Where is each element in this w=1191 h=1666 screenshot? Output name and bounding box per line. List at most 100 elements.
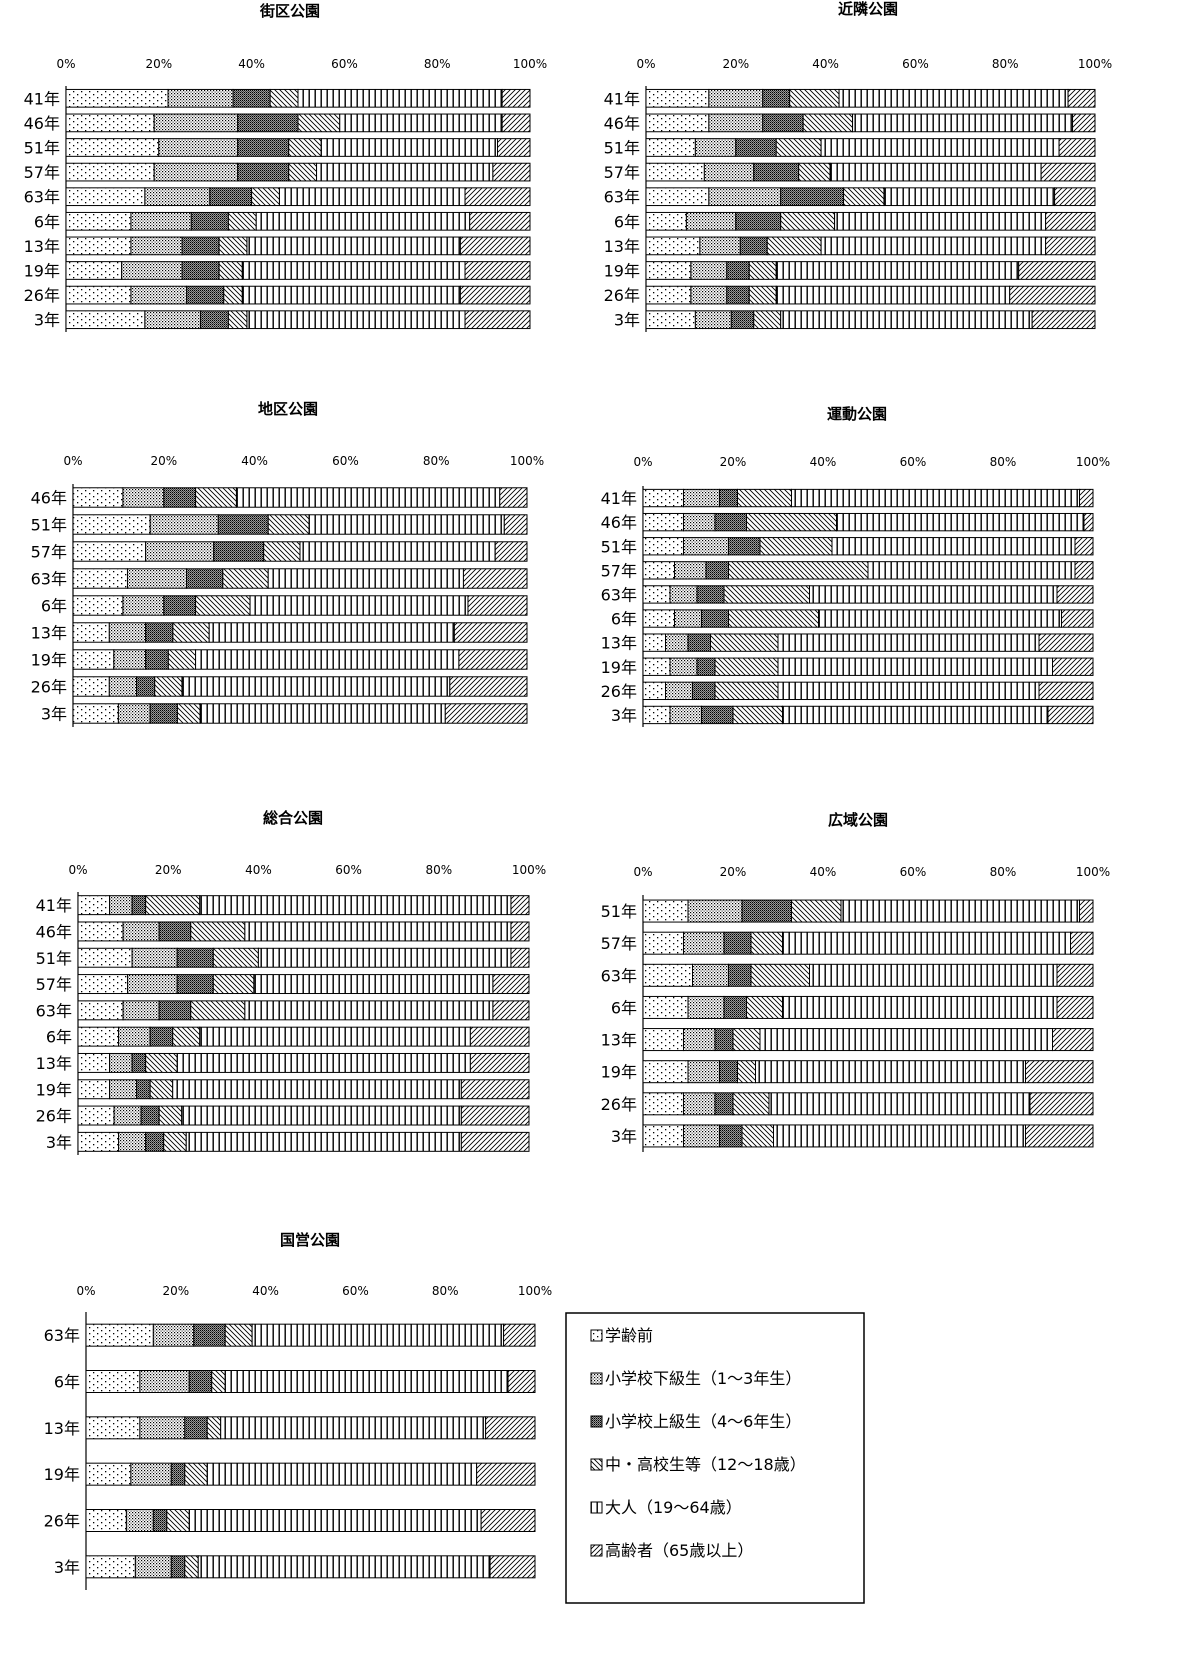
bar-segment [501,113,531,133]
x-tick-label: 80% [425,863,452,877]
bar-segment [820,236,1047,256]
chart-title: 総合公園 [263,809,323,827]
legend-swatch [590,1501,603,1514]
bar-segment [65,88,169,108]
bar-segment [838,88,1069,108]
bar-segment [642,1124,684,1148]
bar-segment [158,138,239,157]
bar-segment [753,310,782,330]
x-tick-label: 20% [720,455,747,469]
bar-segment [732,1028,761,1052]
bar-segment [139,1416,186,1440]
bar-segment [65,285,132,305]
bar-segment [719,1124,743,1148]
bar-segment [190,1000,246,1021]
bar-segment [1072,113,1096,133]
bar-segment [122,1000,160,1021]
bar-segment [211,1370,226,1393]
x-tick-label: 60% [335,863,362,877]
category-label: 63年 [44,1326,80,1345]
bar-segment [85,1323,154,1347]
chart-title: 地区公園 [258,400,318,418]
bar-segment [278,187,466,207]
bar-segment [780,310,1033,330]
x-tick-label: 0% [56,57,75,71]
bar-segment [176,947,214,968]
bar-segment [510,947,530,968]
bar-segment [708,113,764,133]
category-label: 63年 [31,570,67,589]
bar-segment [72,649,115,670]
bar-segment [753,162,800,182]
bar-segment [683,512,716,532]
category-label: 51年 [36,949,72,968]
bar-segment [510,895,530,916]
chart-title: 近隣公園 [838,0,898,18]
bar-segment [145,622,174,643]
bar-segment [489,1555,536,1579]
category-label: 19年 [601,658,637,677]
bar-segment [297,88,503,108]
bar-segment [267,514,310,535]
bar-segment [246,310,466,330]
bar-segment [642,963,693,987]
category-label: 57年 [36,975,72,994]
bar-segment [467,595,528,616]
category-label: 19年 [601,1063,637,1082]
bar-segment [645,236,701,256]
bar-segment [735,138,777,157]
bar-segment [199,895,512,916]
bar-segment [883,187,1056,207]
bar-segment [77,974,129,995]
category-label: 19年 [31,651,67,670]
bar-segment [694,138,737,157]
bar-segment [85,1462,132,1486]
bar-segment [782,995,1058,1019]
bar-segment [645,310,696,330]
bar-segment [726,285,750,305]
bar-segment [181,261,220,280]
x-tick-label: 100% [1076,865,1110,879]
legend-swatch [590,1544,603,1557]
legend-swatch [590,1372,603,1385]
legend-swatch [590,1329,603,1342]
bar-segment [218,236,248,256]
bar-segment [501,88,531,108]
bar-segment [741,899,792,923]
bar-segment [190,211,229,231]
bar-segment [109,1052,133,1073]
category-label: 6年 [46,1028,72,1047]
x-tick-label: 80% [992,57,1019,71]
bar-segment [1009,285,1096,305]
x-tick-label: 20% [155,863,182,877]
category-label: 26年 [24,286,60,305]
bar-segment [459,285,531,305]
bar-segment [121,261,183,280]
bar-segment [1067,88,1096,108]
bar-segment [65,211,132,231]
bar-segment [170,1462,186,1486]
bar-segment [288,138,322,157]
bar-segment [687,899,743,923]
bar-segment [674,561,707,580]
x-tick-label: 20% [720,865,747,879]
bar-segment [199,1026,471,1047]
x-tick-label: 60% [331,57,358,71]
bar-segment [288,162,318,182]
bar-segment [1054,187,1096,207]
bar-segment [232,88,271,108]
bar-segment [195,649,460,670]
bar-segment [152,1323,195,1347]
bar-segment [227,211,257,231]
bar-segment [694,310,732,330]
bar-segment [696,585,725,604]
bar-segment [65,261,123,280]
bar-segment [118,1026,151,1047]
bar-segment [645,162,705,182]
x-tick-label: 20% [150,454,177,468]
bar-segment [683,488,720,508]
bar-segment [867,561,1076,580]
bar-segment [728,561,869,580]
category-label: 41年 [36,896,72,915]
bar-segment [750,963,810,987]
